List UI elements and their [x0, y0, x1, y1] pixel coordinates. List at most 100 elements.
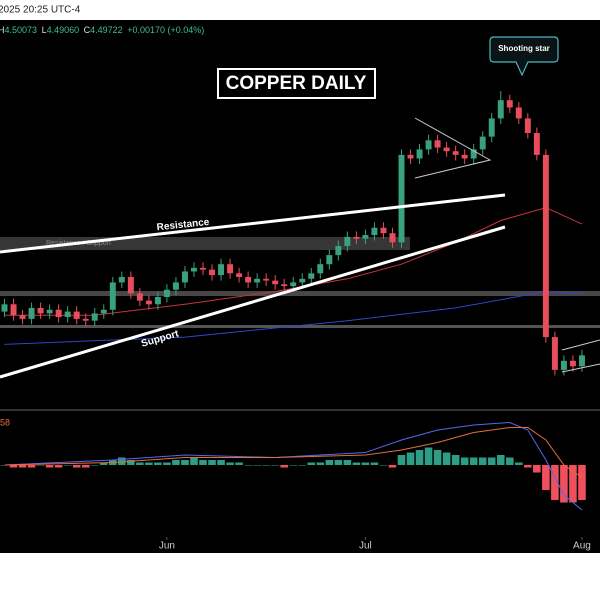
candle-body [443, 147, 450, 152]
support-line [0, 225, 506, 379]
macd-bar [280, 465, 288, 468]
macd-bar [560, 465, 568, 503]
macd-bar [99, 462, 108, 465]
candle-body [560, 360, 567, 370]
macd-bar [271, 465, 279, 466]
macd-bar [208, 460, 216, 465]
candle-body [263, 278, 270, 281]
macd-bar [460, 457, 469, 465]
macd-bar [289, 465, 298, 466]
ohlc-header: H4.50073 L4.49060 C4.49722 +0.00170 (+0.… [0, 25, 204, 35]
candle-body [407, 154, 414, 159]
candle-body [181, 271, 188, 283]
candle-body [425, 140, 432, 150]
macd-bar [36, 465, 45, 466]
candle-body [317, 264, 324, 274]
channel-line [561, 363, 600, 373]
macd-bar [334, 460, 343, 465]
candle-body [127, 276, 134, 294]
macd-bar [45, 465, 54, 468]
candle-body [1, 304, 8, 312]
candle-body [82, 318, 89, 321]
candle-body [524, 118, 531, 133]
pennant [414, 117, 492, 179]
zone [0, 325, 600, 328]
resistance-line [0, 193, 506, 254]
macd-bar [515, 462, 523, 465]
ohlc-key: L [42, 25, 47, 35]
plot: Jun Jul Aug [0, 91, 591, 552]
moving-average [4, 290, 583, 345]
macd-bar [163, 462, 171, 465]
macd-bar [370, 462, 379, 465]
candle-body [254, 278, 261, 283]
macd-bar [127, 460, 135, 465]
moving-average [4, 207, 583, 316]
candle-body [461, 154, 468, 159]
x-tick-label: Aug [573, 541, 591, 552]
candle-body [434, 140, 441, 148]
macd-bar [9, 465, 18, 468]
candle-body [19, 315, 26, 319]
candle-body [470, 149, 477, 159]
candle-body [290, 282, 297, 287]
candle-body [46, 309, 53, 314]
candle-body [335, 245, 342, 256]
macd-bar [524, 465, 532, 468]
macd-bar [551, 465, 559, 500]
macd-bar [18, 465, 27, 468]
macd-bar [433, 450, 442, 465]
candle-body [200, 267, 206, 270]
candle-body [227, 264, 234, 274]
macd-bar [154, 462, 162, 465]
candle-body [488, 118, 495, 137]
macd-bar [235, 462, 243, 465]
candle-body [380, 227, 387, 234]
macd-bar [199, 460, 207, 465]
macd-bar [343, 460, 352, 465]
candle-body [118, 276, 125, 283]
macd-bar [262, 465, 270, 466]
macd-bar [442, 452, 451, 465]
macd-bar [81, 465, 90, 468]
candle-body [479, 136, 486, 150]
macd-bar [217, 460, 225, 465]
title-box [217, 68, 376, 99]
macd-bar [406, 452, 415, 465]
zone [0, 291, 600, 296]
candle-body [326, 255, 333, 265]
macd-bar [298, 465, 307, 466]
candle-body [299, 278, 306, 283]
candle-body [10, 304, 17, 316]
candle-body [371, 227, 378, 236]
candle-body [515, 107, 522, 119]
candle-body [109, 282, 116, 310]
macd-line [4, 427, 583, 478]
macd-bar [145, 462, 153, 465]
candle-body [64, 311, 71, 318]
candle-body [452, 151, 459, 155]
candle-body [551, 337, 558, 370]
candle-body [344, 236, 351, 246]
datetime: 2025 20:25 UTC-4 [0, 5, 81, 16]
macd-bar [415, 450, 424, 465]
candle-body [533, 132, 540, 155]
ohlc-change: +0.00170 (+0.04%) [127, 25, 204, 35]
candle-body [416, 149, 423, 159]
callout-text: Shooting star [498, 44, 550, 53]
candle-body [389, 233, 396, 243]
macd-bar [136, 462, 144, 465]
candle-body [55, 309, 62, 318]
macd-bar [505, 457, 514, 465]
macd-bar [316, 462, 325, 465]
candle-body [218, 264, 225, 276]
macd-bar [388, 465, 397, 468]
macd-label: 58 [0, 417, 10, 427]
macd-bar [361, 462, 370, 465]
macd-bar [72, 465, 81, 468]
ohlc-key: C [84, 25, 91, 35]
macd-bar [190, 457, 198, 465]
macd-bar [253, 465, 261, 466]
macd-bar [569, 465, 577, 503]
